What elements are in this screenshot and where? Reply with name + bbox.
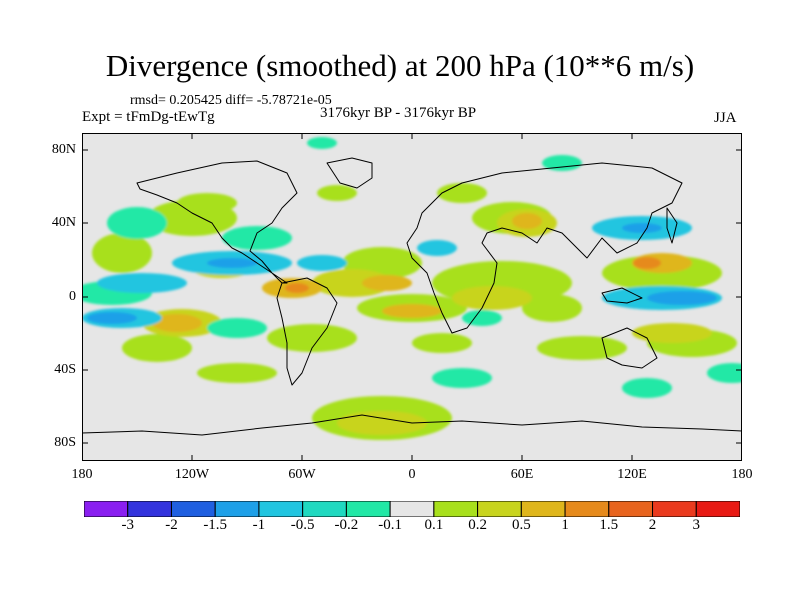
colorbar-label: 0.5 — [511, 517, 531, 533]
colorbar-swatch — [608, 501, 654, 517]
map-frame — [82, 133, 742, 461]
stats-text: rmsd= 0.205425 diff= -5.78721e-05 — [130, 93, 332, 108]
season-text: JJA — [714, 110, 737, 126]
colorbar-label: 0.2 — [468, 517, 487, 533]
lon-label-120w: 120W — [174, 467, 210, 482]
lon-label-120e: 120E — [617, 467, 647, 482]
colorbar-swatch — [84, 501, 129, 517]
divergence-map — [82, 133, 742, 461]
period-text: 3176kyr BP - 3176kyr BP — [320, 105, 477, 121]
lon-label-60e: 60E — [510, 467, 534, 482]
colorbar-label: 1 — [561, 517, 569, 533]
colorbar-swatch — [258, 501, 304, 517]
colorbar-swatch — [520, 501, 566, 517]
colorbar-swatch — [433, 501, 479, 517]
colorbar-swatch — [214, 501, 260, 517]
contour-fields — [82, 137, 742, 440]
colorbar-label: 1.5 — [599, 517, 619, 533]
colorbar-swatch — [345, 501, 391, 517]
colorbar-swatch — [564, 501, 610, 517]
colorbar-swatch — [652, 501, 697, 517]
colorbar-swatch — [389, 501, 435, 517]
colorbar-label: 3 — [692, 517, 701, 533]
lon-label-60w: 60W — [288, 467, 316, 482]
colorbar-label: 0.1 — [424, 517, 444, 533]
lat-label-0: 0 — [69, 289, 76, 304]
colorbar-label: -3 — [121, 517, 134, 533]
experiment-text: Expt = tFmDg-tEwTg — [82, 109, 215, 125]
colorbar-swatch — [695, 501, 740, 517]
map-title: Divergence (smoothed) at 200 hPa (10**6 … — [105, 48, 695, 83]
colorbar-label: -2 — [165, 517, 178, 533]
lat-label-40n: 40N — [51, 215, 76, 230]
lat-label-80s: 80S — [54, 435, 76, 450]
colorbar-label: -1 — [252, 517, 266, 533]
lat-label-40s: 40S — [54, 362, 76, 377]
coastlines — [82, 157, 742, 436]
colorbar-swatch — [127, 501, 172, 517]
lat-label-80n: 80N — [51, 142, 76, 157]
colorbar-swatch — [302, 501, 347, 517]
colorbar — [84, 501, 740, 517]
colorbar-swatch — [477, 501, 522, 517]
lon-label-180w: 180 — [71, 467, 93, 482]
colorbar-label: -0.5 — [290, 517, 315, 533]
colorbar-label: -0.2 — [334, 517, 359, 533]
colorbar-label: -1.5 — [203, 517, 228, 533]
lon-label-0: 0 — [408, 467, 416, 482]
colorbar-swatch — [170, 501, 216, 517]
colorbar-label: 2 — [648, 517, 657, 533]
colorbar-label: -0.1 — [378, 517, 402, 533]
lon-label-180e: 180 — [731, 467, 753, 482]
